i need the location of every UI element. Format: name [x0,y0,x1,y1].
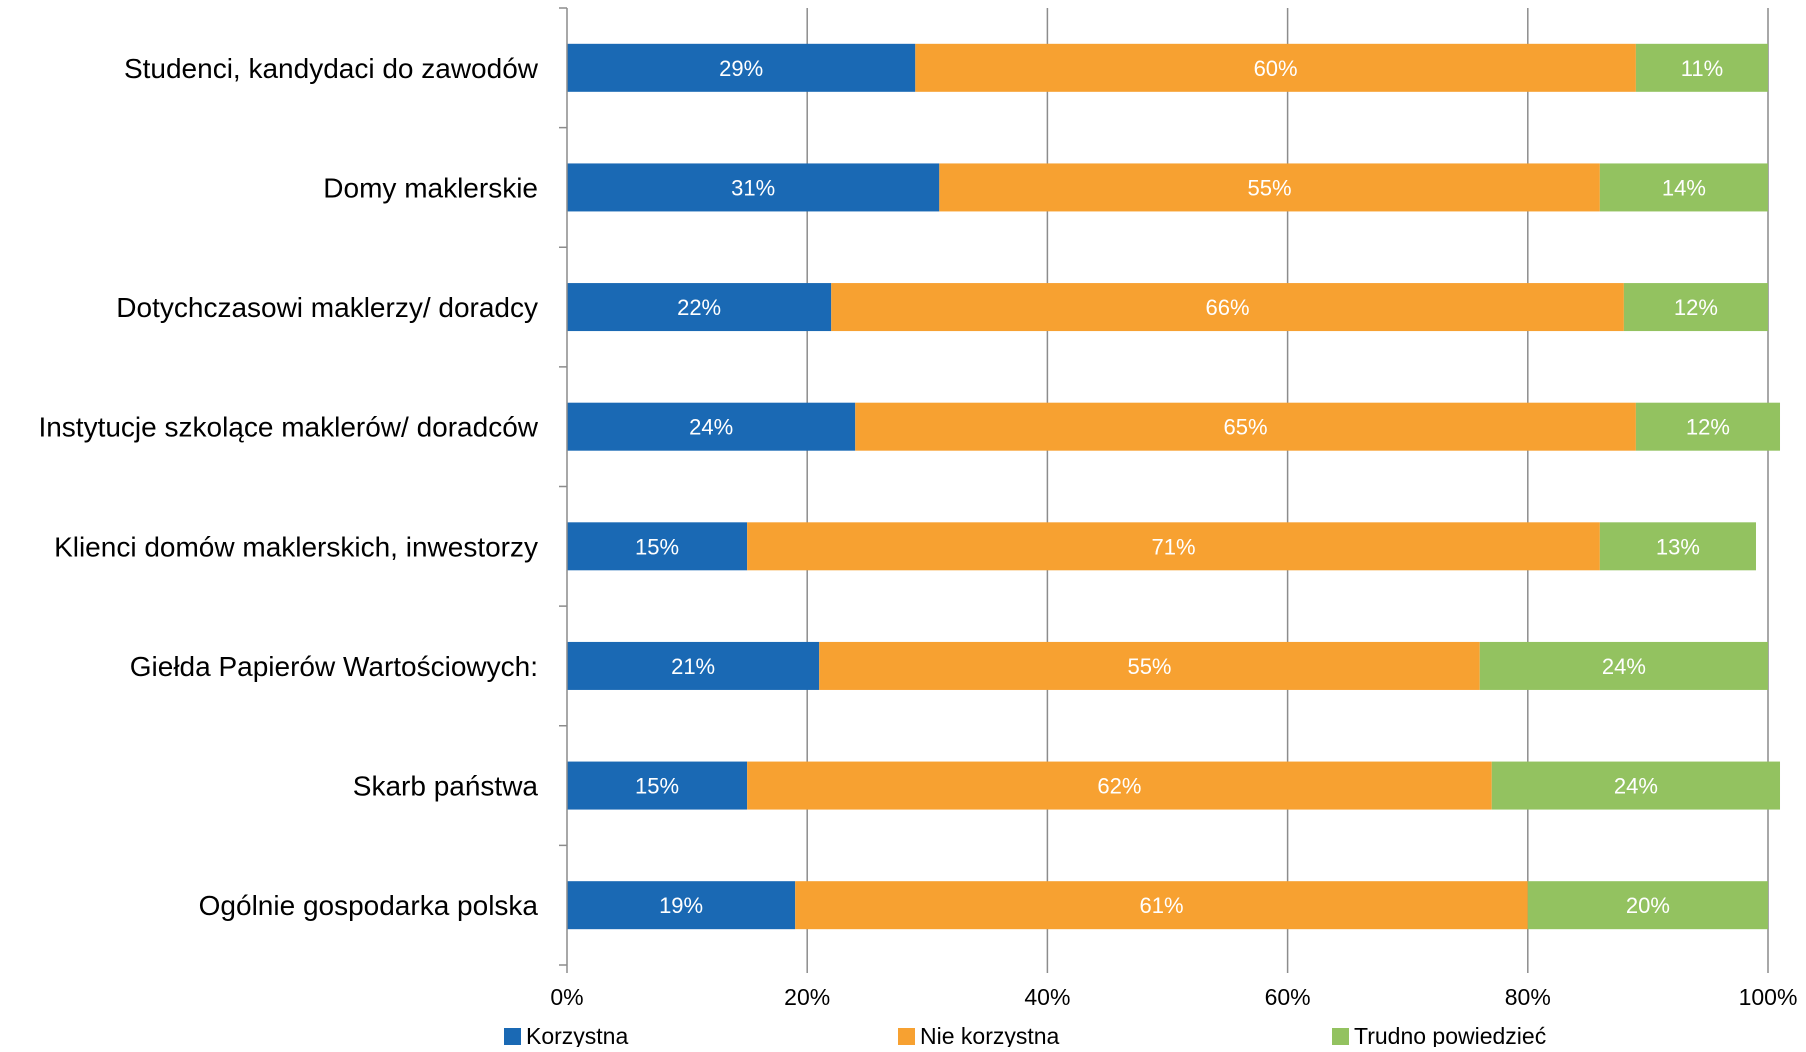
x-tick-label: 80% [1505,984,1551,1010]
bar-segment [795,881,1528,930]
legend-label: Nie korzystna [920,1023,1060,1047]
category-label: Skarb państwa [353,771,539,802]
legend-label: Korzystna [526,1023,628,1047]
category-label: Dotychczasowi maklerzy/ doradcy [116,292,538,323]
bar-segment [1635,402,1781,451]
data-label: 19% [659,893,703,918]
bar-segment [1599,163,1768,212]
bar-segment [747,522,1600,571]
x-tick-label: 40% [1024,984,1070,1010]
bar-segment [855,402,1636,451]
bar-segment [747,761,1492,810]
x-tick-label: 0% [550,984,583,1010]
category-label: Klienci domów maklerskich, inwestorzy [54,531,538,562]
legend-swatch [504,1028,521,1045]
bars [567,43,1781,930]
data-label: 60% [1254,56,1298,81]
legend-swatch [898,1028,915,1045]
bar-segment [1635,43,1768,92]
data-label: 11% [1681,56,1723,81]
bar-segment [567,881,796,930]
x-tick-label: 60% [1265,984,1311,1010]
bar-segment [1527,881,1768,930]
bar-segment [567,641,820,690]
bar-segment [939,163,1600,212]
labels: Studenci, kandydaci do zawodów 29% 60% 11% D… [38,53,1730,921]
data-label: 31% [731,175,775,200]
x-tick-label: 20% [784,984,830,1010]
data-label: 15% [635,534,679,559]
category-label: Studenci, kandydaci do zawodów [124,53,539,84]
x-tick-label: 100% [1739,984,1798,1010]
axes: 0% 20% 40% 60% 80% 100% [550,7,1798,1010]
data-label: 71% [1151,534,1195,559]
data-label: 24% [1614,774,1658,799]
bar-segment [831,283,1624,332]
bar-segment [567,283,832,332]
bar-segment [567,43,916,92]
gridlines [806,8,1769,965]
category-label: Ogólnie gospodarka polska [199,890,539,921]
data-label: 55% [1248,175,1292,200]
data-label: 65% [1224,415,1268,440]
bar-segment [567,761,748,810]
data-label: 12% [1674,295,1718,320]
category-label: Domy maklerskie [323,172,538,203]
bar-segment [567,402,856,451]
data-label: 61% [1139,893,1183,918]
bar-segment [1491,761,1781,810]
bar-segment [567,163,940,212]
data-label: 29% [719,56,763,81]
data-label: 62% [1097,774,1141,799]
data-label: 66% [1206,295,1250,320]
data-label: 13% [1656,534,1700,559]
data-label: 15% [635,774,679,799]
bar-segment [819,641,1480,690]
bar-segment [1623,283,1768,332]
legend-label: Trudno powiedzieć [1354,1023,1546,1047]
data-label: 24% [689,415,733,440]
legend-swatch [1332,1028,1349,1045]
data-label: 21% [671,654,715,679]
bar-segment [1599,522,1756,571]
data-label: 14% [1662,175,1706,200]
data-label: 12% [1686,415,1730,440]
legend: Korzystna Nie korzystna Trudno powiedzieć [504,1023,1546,1049]
data-label: 22% [677,295,721,320]
category-label: Instytucje szkolące maklerów/ doradców [38,412,538,443]
category-label: Giełda Papierów Wartościowych: [130,651,538,682]
bar-segment [1479,641,1768,690]
bar-segment [915,43,1636,92]
bar-segment [567,522,748,571]
data-label: 55% [1127,654,1171,679]
data-label: 20% [1626,893,1670,918]
data-label: 24% [1602,654,1646,679]
